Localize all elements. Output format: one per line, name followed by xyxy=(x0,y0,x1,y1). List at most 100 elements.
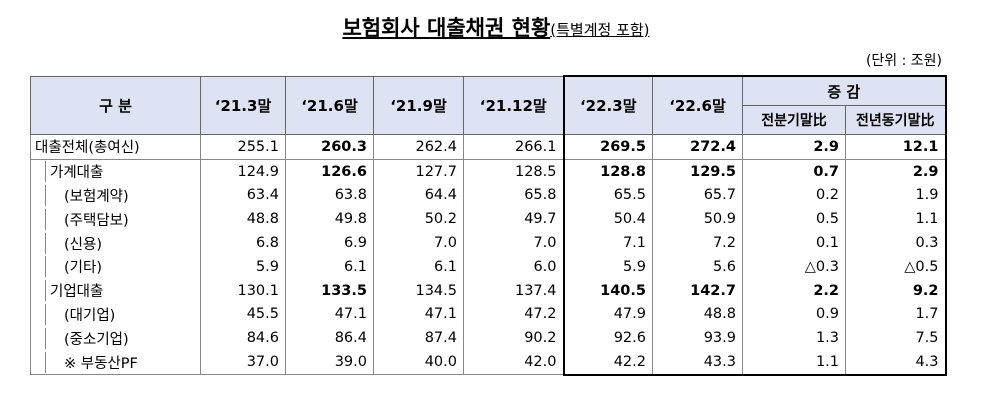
header-cell: ‘21.6말 xyxy=(285,75,374,135)
table-cell: 124.9 xyxy=(200,159,286,184)
table-cell: 129.5 xyxy=(652,159,743,184)
table-cell: 47.1 xyxy=(373,302,464,327)
table-cell: 262.4 xyxy=(373,134,464,160)
table-cell: 1.1 xyxy=(742,350,846,376)
row-label: (보험계약) xyxy=(45,184,200,206)
table-cell: 6.1 xyxy=(373,254,464,279)
row-label: (주택담보) xyxy=(45,208,200,230)
table: 구 분 ‘21.3말 ‘21.6말 ‘21.9말 ‘21.12말 ‘22.3말 ‘22.6말… xyxy=(30,75,947,376)
table-cell: 12.1 xyxy=(845,134,947,160)
row-label-cell: (중소기업) xyxy=(30,326,201,351)
table-cell: 4.3 xyxy=(845,350,947,376)
table-cell: 9.2 xyxy=(845,278,947,303)
row-label: 가계대출 xyxy=(45,161,200,183)
subtitle: (특별계정 포함) xyxy=(550,21,650,39)
table-cell: 2.9 xyxy=(845,159,947,184)
table-cell: 0.3 xyxy=(845,231,947,255)
table-cell: 48.8 xyxy=(652,302,743,327)
table-cell: 127.7 xyxy=(373,159,464,184)
table-cell: 43.3 xyxy=(652,350,743,376)
row-label-cell: (기타) xyxy=(30,254,201,279)
row-label-cell: (주택담보) xyxy=(30,207,201,232)
table-cell: 1.1 xyxy=(845,207,947,232)
table-cell: 47.1 xyxy=(285,302,374,327)
table-cell: 64.4 xyxy=(373,183,464,208)
table-cell: 142.7 xyxy=(652,278,743,303)
table-cell: 65.7 xyxy=(652,183,743,208)
table-cell: 272.4 xyxy=(652,134,743,160)
header-cell: 전분기말比 xyxy=(742,105,846,135)
row-label-cell: (신용) xyxy=(30,231,201,255)
row-label: 대출전체(총여신) xyxy=(35,140,140,157)
row-label-cell: 가계대출 xyxy=(30,159,201,184)
table-cell: 6.1 xyxy=(285,254,374,279)
table-row: (신용) 6.8 6.9 7.0 7.0 7.1 7.2 0.1 0.3 xyxy=(30,231,947,255)
table-cell: 7.0 xyxy=(373,231,464,255)
table-cell: 7.5 xyxy=(845,326,947,351)
table-cell: 65.8 xyxy=(463,183,564,208)
table-cell: 0.2 xyxy=(742,183,846,208)
table-cell: 84.6 xyxy=(200,326,286,351)
table-cell: 50.4 xyxy=(562,207,653,232)
header-cell: ‘21.9말 xyxy=(373,75,464,135)
table-cell: 39.0 xyxy=(285,350,374,376)
table-row: (중소기업) 84.6 86.4 87.4 90.2 92.6 93.9 1.3 7.5 xyxy=(30,326,947,351)
row-label-cell: 대출전체(총여신) xyxy=(30,134,201,160)
table-cell: 140.5 xyxy=(562,278,653,303)
table-cell: 126.6 xyxy=(285,159,374,184)
table-cell: 5.6 xyxy=(652,254,743,279)
row-label-cell: ※ 부동산PF xyxy=(30,350,201,376)
table-cell: 1.9 xyxy=(845,183,947,208)
table-cell: 37.0 xyxy=(200,350,286,376)
table-cell: △0.5 xyxy=(845,254,947,279)
table-cell: 128.8 xyxy=(562,159,653,184)
table-cell: 49.7 xyxy=(463,207,564,232)
table-cell: 87.4 xyxy=(373,326,464,351)
table-cell: 92.6 xyxy=(562,326,653,351)
row-label-cell: (대기업) xyxy=(30,302,201,327)
header-cell: ‘21.3말 xyxy=(200,75,286,135)
table-cell: 40.0 xyxy=(373,350,464,376)
row-label: (대기업) xyxy=(45,303,200,325)
table-cell: 128.5 xyxy=(463,159,564,184)
table-cell: △0.3 xyxy=(742,254,846,279)
table-cell: 0.9 xyxy=(742,302,846,327)
table-cell: 137.4 xyxy=(463,278,564,303)
table-cell: 93.9 xyxy=(652,326,743,351)
table-cell: 49.8 xyxy=(285,207,374,232)
title-bar: 보험회사 대출채권 현황(특별계정 포함) xyxy=(0,12,992,42)
table-cell: 260.3 xyxy=(285,134,374,160)
header-row: 구 분 ‘21.3말 ‘21.6말 ‘21.9말 ‘21.12말 ‘22.3말 ‘22.6말… xyxy=(30,75,947,135)
row-label: (신용) xyxy=(45,232,200,254)
table-cell: 50.2 xyxy=(373,207,464,232)
table-row: ※ 부동산PF 37.0 39.0 40.0 42.0 42.2 43.3 1.1 4.3 xyxy=(30,350,947,376)
table-cell: 86.4 xyxy=(285,326,374,351)
table-cell: 42.0 xyxy=(463,350,564,376)
table-cell: 47.2 xyxy=(463,302,564,327)
table-cell: 2.9 xyxy=(742,134,846,160)
table-cell: 6.0 xyxy=(463,254,564,279)
table-cell: 130.1 xyxy=(200,278,286,303)
table-cell: 134.5 xyxy=(373,278,464,303)
header-row: 전분기말比 전년동기말比 xyxy=(31,105,947,135)
row-label: 기업대출 xyxy=(45,280,200,302)
table-row: 가계대출 124.9 126.6 127.7 128.5 128.8 129.5 0.7 2.9 xyxy=(30,159,947,184)
table-row: (보험계약) 63.4 63.8 64.4 65.8 65.5 65.7 0.2 1.9 xyxy=(30,183,947,208)
unit: (단위 : 조원) xyxy=(865,53,942,69)
header-cell: ‘22.6말 xyxy=(652,75,743,135)
header-cell: 증 감 xyxy=(742,75,947,106)
table-cell: 42.2 xyxy=(562,350,653,376)
table-cell: 1.3 xyxy=(742,326,846,351)
table-cell: 63.8 xyxy=(285,183,374,208)
row-label: (기타) xyxy=(45,256,200,278)
table-cell: 7.2 xyxy=(652,231,743,255)
table-cell: 7.1 xyxy=(562,231,653,255)
table-cell: 6.9 xyxy=(285,231,374,255)
table-cell: 65.5 xyxy=(562,183,653,208)
table-cell: 0.1 xyxy=(742,231,846,255)
table-row: (주택담보) 48.8 49.8 50.2 49.7 50.4 50.9 0.5 1.1 xyxy=(30,207,947,232)
table-cell: 47.9 xyxy=(562,302,653,327)
row-label-cell: 기업대출 xyxy=(30,278,201,303)
table-cell: 7.0 xyxy=(463,231,564,255)
